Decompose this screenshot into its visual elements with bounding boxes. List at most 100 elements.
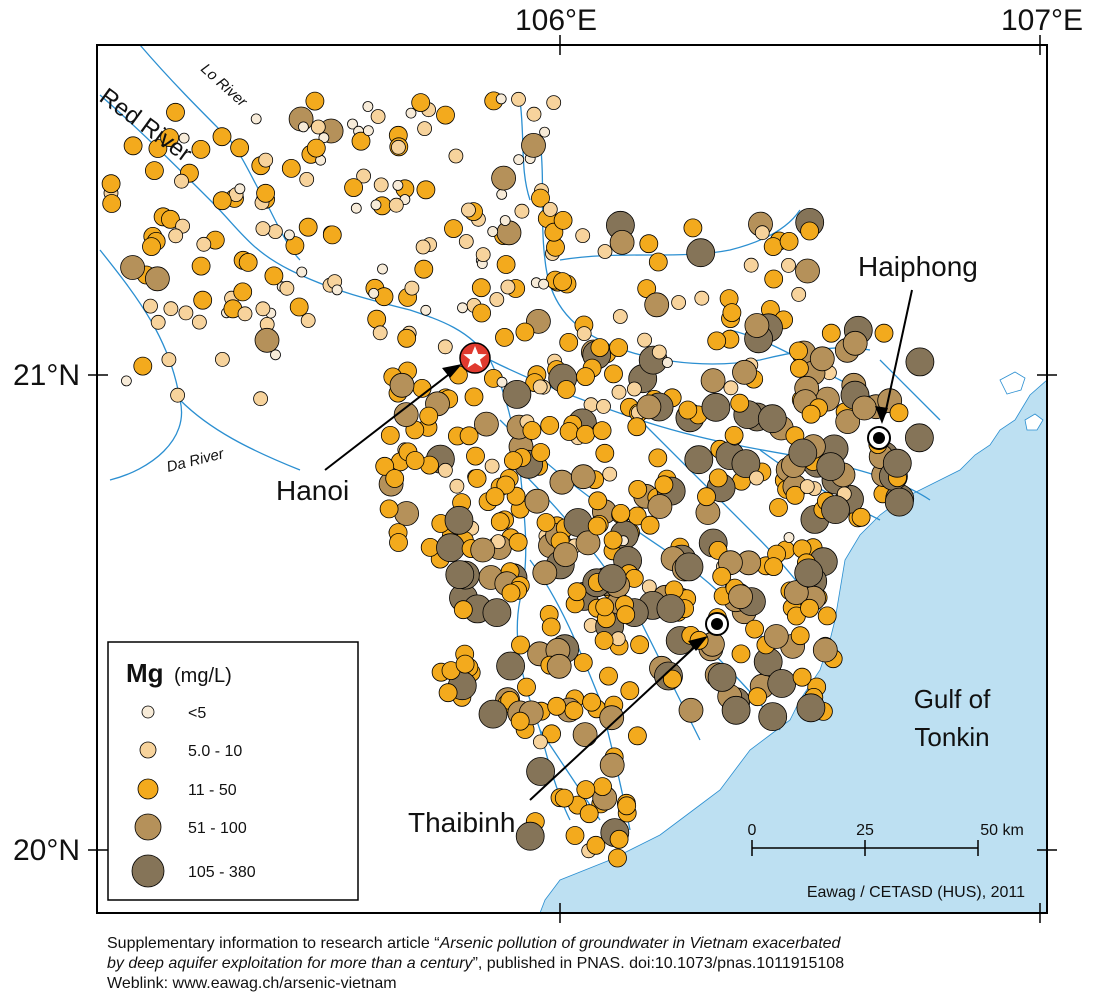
sample-point	[593, 777, 612, 796]
sample-point	[502, 379, 532, 409]
sample-point	[553, 210, 573, 230]
sample-point	[511, 91, 526, 107]
sample-point	[420, 304, 432, 316]
sample-point	[576, 780, 596, 799]
sample-point	[461, 202, 476, 218]
sample-point	[121, 375, 132, 387]
sample-point	[496, 220, 522, 246]
sample-point	[510, 711, 530, 731]
sample-point	[610, 631, 626, 647]
sample-point	[471, 278, 491, 298]
sample-point	[542, 201, 558, 217]
sample-point	[458, 234, 474, 249]
hanoi-arrowhead	[442, 364, 462, 378]
sample-point	[238, 252, 258, 272]
sample-point	[437, 339, 453, 355]
sample-point	[790, 626, 810, 646]
sample-point	[404, 280, 420, 296]
sample-point	[594, 631, 614, 650]
sample-point	[496, 475, 516, 495]
sample-point	[389, 533, 408, 552]
sample-point	[305, 91, 325, 111]
sample-point	[370, 199, 382, 211]
sample-point	[821, 495, 850, 525]
sample-point	[794, 558, 824, 588]
sample-point	[576, 367, 595, 387]
sample-point	[809, 346, 835, 372]
sample-point	[191, 139, 211, 159]
sample-point	[763, 237, 783, 257]
sample-point	[792, 667, 812, 687]
legend-unit: (mg/L)	[174, 665, 232, 687]
sample-point	[495, 93, 507, 105]
sample-point	[515, 322, 535, 342]
sample-point	[289, 297, 309, 317]
sample-point	[270, 349, 281, 361]
sample-point	[542, 724, 561, 744]
sample-point	[627, 381, 642, 397]
sample-point	[255, 301, 271, 317]
sample-point	[264, 266, 284, 286]
sample-point	[475, 247, 491, 263]
sample-point	[362, 125, 374, 137]
caption-title-1: Arsenic pollution of groundwater in Viet…	[439, 935, 841, 952]
legend-symbol: Mg	[126, 658, 164, 688]
sample-point	[379, 499, 399, 519]
sample-point	[630, 635, 649, 655]
sample-point	[331, 284, 343, 296]
sample-point	[732, 359, 757, 385]
sample-point	[372, 325, 388, 341]
caption-title-2: by deep aquifer exploitation for more th…	[107, 955, 473, 972]
sample-point	[647, 494, 673, 519]
sample-point	[444, 505, 474, 535]
sample-point	[414, 259, 434, 279]
legend-label-0: <5	[188, 705, 206, 722]
sample-point	[101, 174, 121, 194]
sample-point	[380, 425, 400, 445]
sample-point	[470, 537, 496, 563]
sample-point	[744, 313, 770, 338]
sample-point	[582, 692, 601, 712]
sample-point	[258, 152, 274, 168]
sample-point	[150, 314, 166, 330]
sample-point	[609, 829, 629, 849]
sample-point	[437, 462, 453, 478]
sample-point	[356, 168, 372, 184]
sample-point	[678, 400, 698, 420]
sample-point	[296, 266, 308, 278]
sample-point	[538, 278, 549, 290]
scale-tick-0: 0	[748, 822, 757, 839]
sample-point	[191, 256, 211, 276]
sample-point	[636, 394, 662, 420]
sample-point	[763, 624, 789, 649]
sample-point	[448, 148, 464, 164]
sample-point	[764, 557, 783, 576]
sample-point	[253, 391, 269, 407]
sample-point	[674, 552, 704, 582]
sample-point	[905, 347, 935, 377]
sample-point	[801, 404, 821, 424]
sample-point	[573, 653, 593, 672]
sample-point	[234, 183, 246, 195]
sample-point	[588, 491, 608, 511]
sample-point	[144, 161, 164, 181]
sample-point	[783, 580, 809, 605]
sample-point	[790, 358, 809, 378]
sample-point	[796, 693, 826, 723]
sample-point	[620, 681, 640, 701]
sample-point	[419, 406, 439, 426]
sample-point	[237, 306, 253, 322]
sample-point	[467, 468, 487, 488]
sample-point	[298, 217, 318, 237]
sample-point	[617, 796, 637, 816]
sample-point	[453, 600, 473, 620]
sample-point	[373, 177, 389, 193]
sample-point	[586, 835, 606, 855]
sample-point	[212, 191, 232, 211]
lon-label-106: 106°E	[515, 4, 597, 37]
sample-point	[554, 788, 574, 808]
sample-point	[712, 567, 732, 586]
sample-point	[455, 654, 475, 674]
sample-point	[297, 121, 309, 133]
sample-point	[196, 236, 212, 252]
